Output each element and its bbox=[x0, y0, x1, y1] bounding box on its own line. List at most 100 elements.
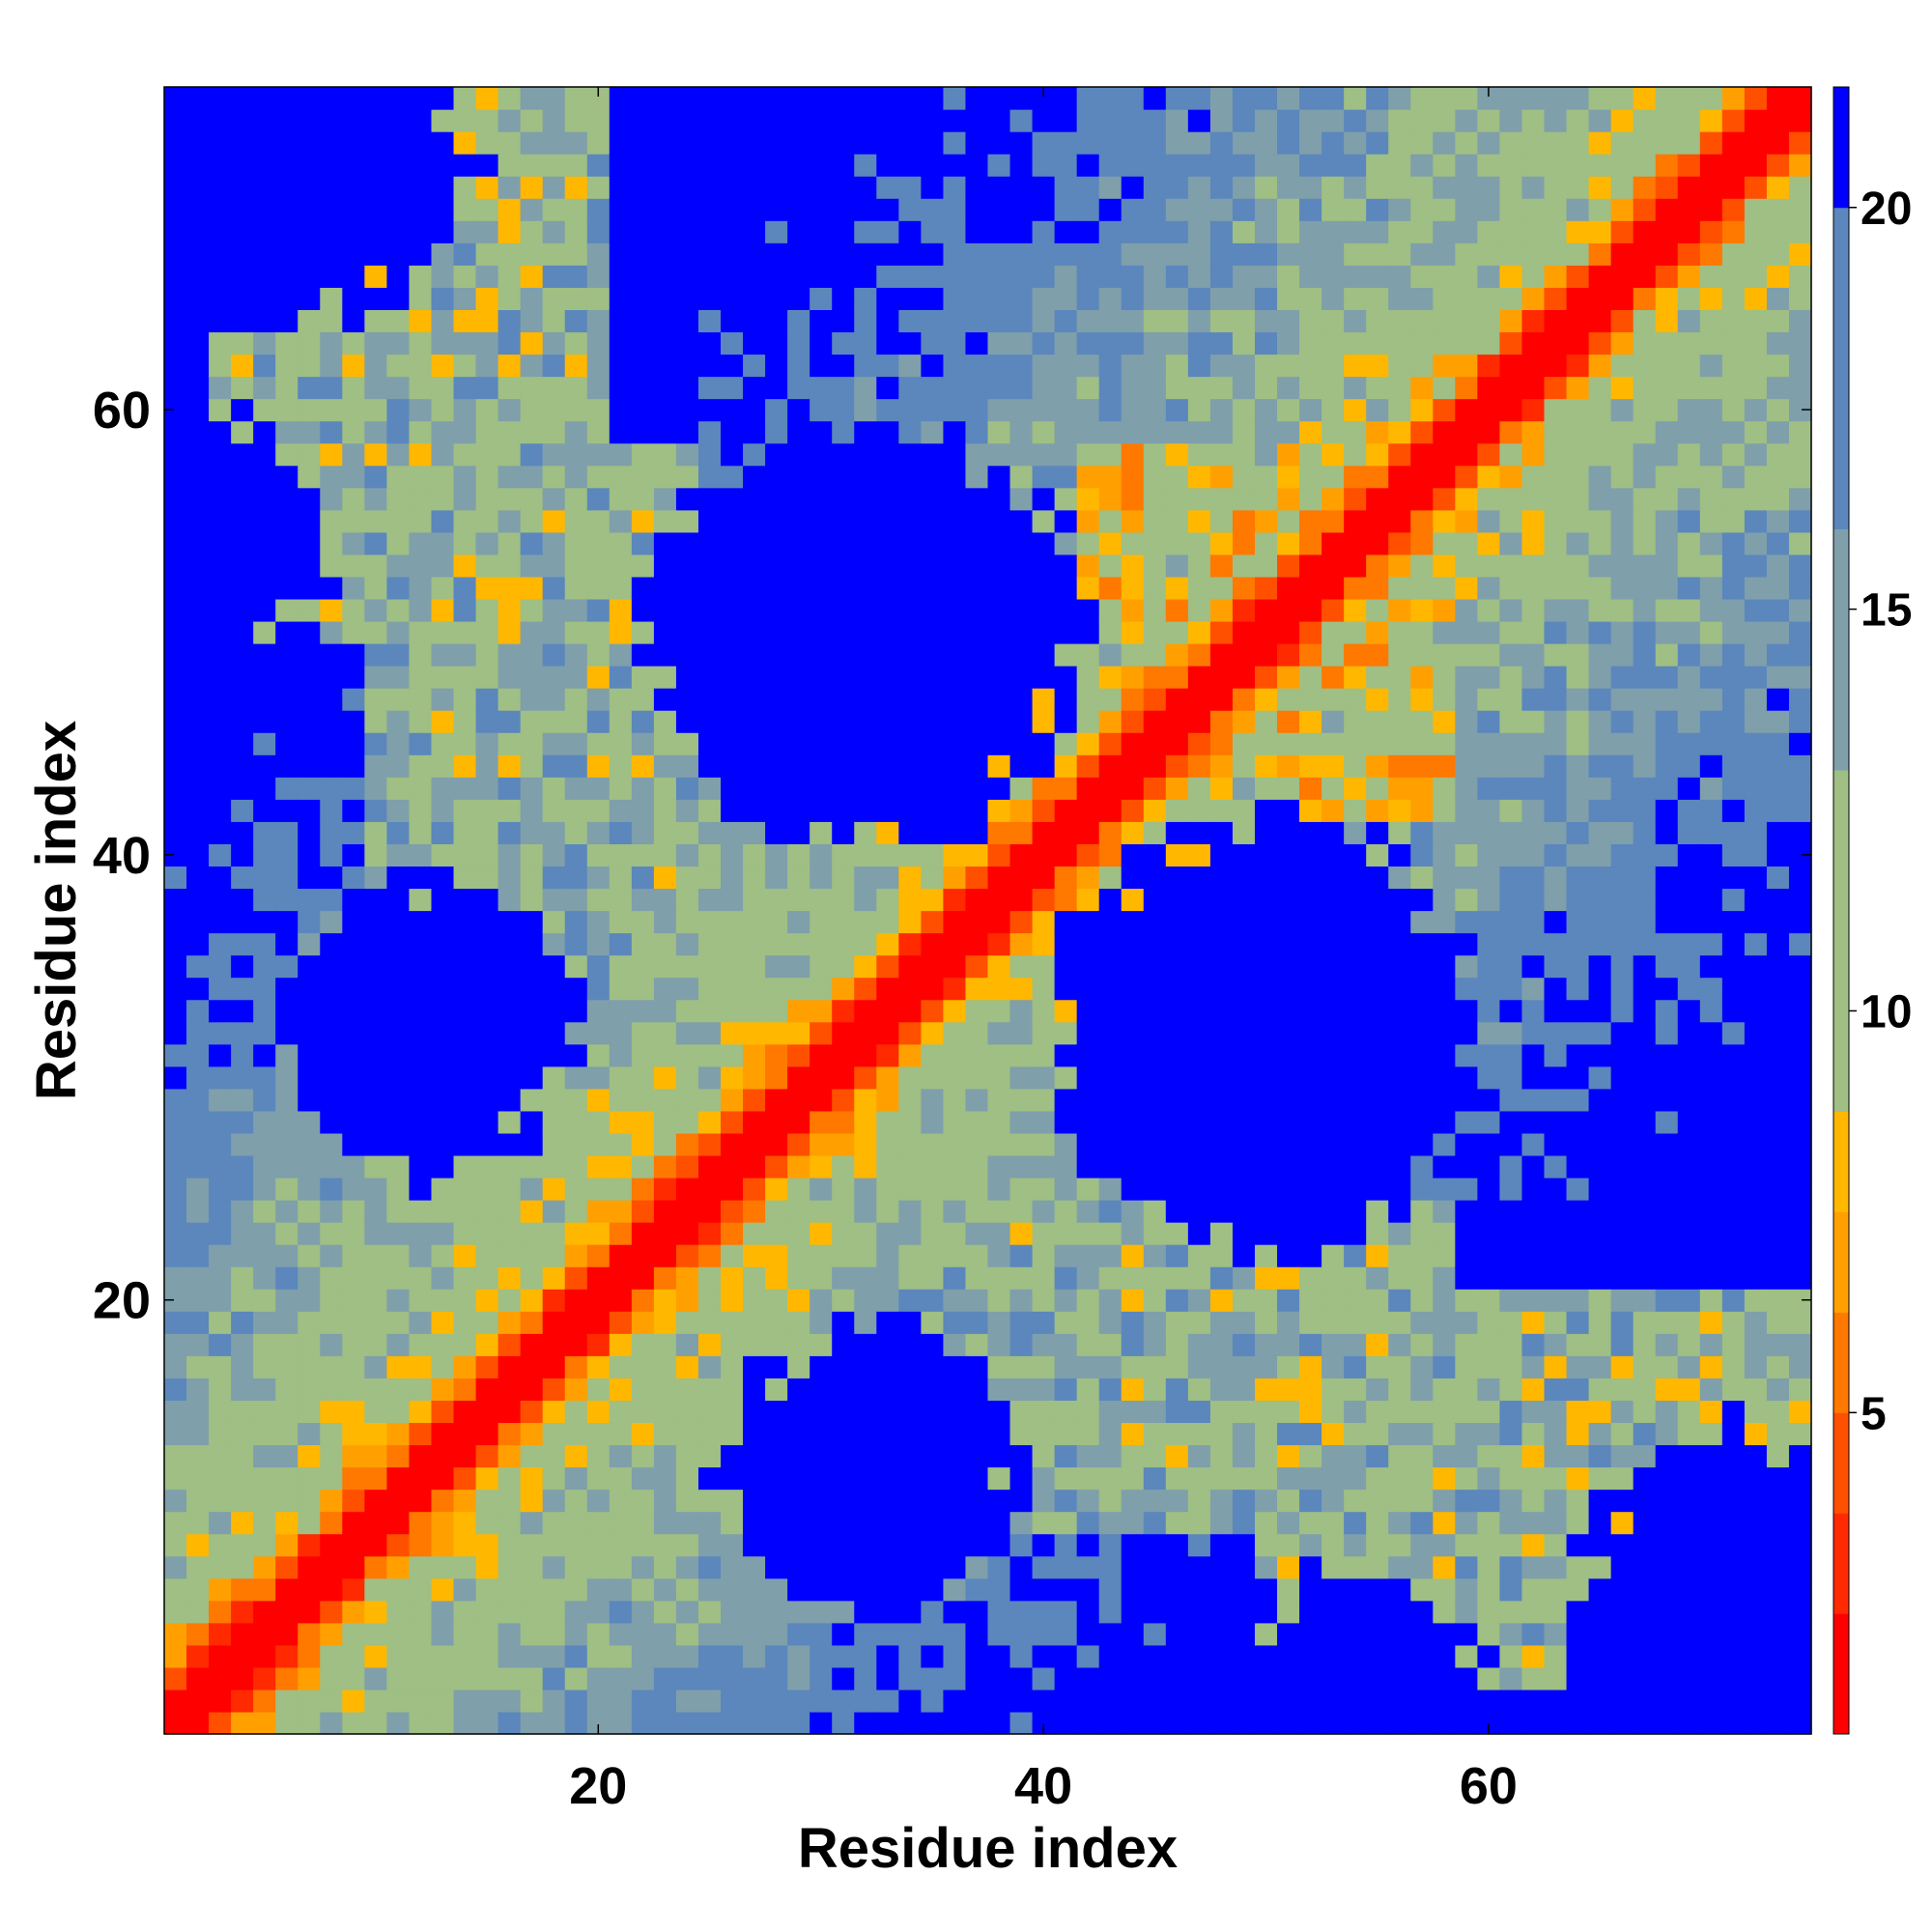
heatmap-cell bbox=[1410, 910, 1434, 934]
heatmap-cell bbox=[1121, 1644, 1145, 1668]
heatmap-cell bbox=[409, 1622, 433, 1646]
heatmap-cell bbox=[253, 1154, 276, 1179]
heatmap-cell bbox=[1433, 1043, 1456, 1067]
heatmap-cell bbox=[542, 131, 566, 155]
heatmap-cell bbox=[231, 1444, 254, 1468]
heatmap-cell bbox=[1254, 620, 1278, 644]
heatmap-cell bbox=[364, 1689, 387, 1713]
heatmap-cell bbox=[1098, 198, 1122, 221]
heatmap-cell bbox=[653, 688, 677, 711]
heatmap-cell bbox=[431, 154, 455, 177]
heatmap-cell bbox=[697, 1088, 722, 1112]
heatmap-cell bbox=[1299, 821, 1322, 844]
heatmap-cell bbox=[1544, 531, 1568, 555]
heatmap-cell bbox=[275, 176, 298, 199]
heatmap-cell bbox=[721, 888, 744, 912]
heatmap-cell bbox=[497, 999, 522, 1023]
heatmap-cell bbox=[520, 509, 544, 533]
heatmap-cell bbox=[1410, 131, 1434, 155]
heatmap-cell bbox=[275, 821, 298, 844]
heatmap-cell bbox=[1433, 287, 1456, 310]
heatmap-cell bbox=[253, 465, 276, 489]
heatmap-cell bbox=[1499, 131, 1523, 155]
heatmap-cell bbox=[1009, 131, 1034, 155]
heatmap-cell bbox=[965, 1400, 989, 1424]
heatmap-cell bbox=[1344, 354, 1367, 378]
heatmap-cell bbox=[231, 598, 254, 622]
heatmap-cell bbox=[1499, 688, 1523, 711]
heatmap-cell bbox=[765, 309, 788, 333]
heatmap-cell bbox=[1032, 87, 1056, 110]
heatmap-cell bbox=[186, 265, 210, 288]
heatmap-cell bbox=[854, 131, 877, 155]
heatmap-cell bbox=[431, 1266, 455, 1290]
heatmap-cell bbox=[164, 1400, 187, 1424]
heatmap-cell bbox=[1633, 688, 1657, 711]
heatmap-cell bbox=[1321, 1021, 1345, 1045]
heatmap-cell bbox=[342, 666, 365, 689]
heatmap-cell bbox=[1610, 1110, 1634, 1134]
heatmap-cell bbox=[675, 1311, 699, 1334]
heatmap-cell bbox=[653, 1132, 677, 1156]
heatmap-cell bbox=[1610, 1177, 1634, 1201]
heatmap-cell bbox=[1588, 109, 1612, 132]
heatmap-cell bbox=[209, 1200, 232, 1223]
heatmap-cell bbox=[1388, 1600, 1411, 1624]
heatmap-cell bbox=[1477, 821, 1501, 844]
heatmap-cell bbox=[1544, 1132, 1568, 1156]
heatmap-cell bbox=[364, 1711, 387, 1735]
heatmap-cell bbox=[1009, 1043, 1034, 1067]
heatmap-cell bbox=[320, 1489, 343, 1513]
heatmap-cell bbox=[1544, 1110, 1568, 1134]
heatmap-cell bbox=[1054, 1132, 1078, 1156]
heatmap-cell bbox=[1143, 265, 1167, 288]
heatmap-cell bbox=[1455, 154, 1478, 177]
heatmap-cell bbox=[186, 777, 210, 800]
heatmap-cell bbox=[164, 1043, 187, 1067]
heatmap-cell bbox=[186, 1466, 210, 1491]
heatmap-cell bbox=[386, 1466, 411, 1491]
heatmap-cell bbox=[1277, 1466, 1300, 1491]
heatmap-cell bbox=[1121, 398, 1145, 422]
heatmap-cell bbox=[987, 643, 1011, 667]
heatmap-cell bbox=[765, 465, 788, 489]
heatmap-cell bbox=[453, 420, 477, 444]
heatmap-cell bbox=[765, 999, 788, 1023]
heatmap-cell bbox=[697, 1311, 722, 1334]
heatmap-cell bbox=[1321, 198, 1345, 221]
heatmap-cell bbox=[1165, 1177, 1189, 1201]
heatmap-cell bbox=[1477, 1311, 1501, 1334]
heatmap-cell bbox=[898, 576, 922, 600]
heatmap-cell bbox=[1588, 554, 1612, 578]
heatmap-cell bbox=[1544, 309, 1568, 333]
heatmap-cell bbox=[697, 1444, 722, 1468]
heatmap-cell bbox=[1321, 1422, 1345, 1446]
heatmap-cell bbox=[987, 265, 1011, 288]
heatmap-cell bbox=[1321, 1644, 1345, 1668]
heatmap-cell bbox=[475, 1400, 499, 1424]
heatmap-cell bbox=[1254, 821, 1278, 844]
heatmap-cell bbox=[1143, 1555, 1167, 1579]
heatmap-cell bbox=[697, 1132, 722, 1156]
heatmap-cell bbox=[364, 354, 387, 378]
heatmap-cell bbox=[921, 354, 945, 378]
heatmap-cell bbox=[1477, 220, 1501, 243]
heatmap-cell bbox=[231, 531, 254, 555]
heatmap-cell bbox=[743, 1422, 766, 1446]
heatmap-cell bbox=[832, 1333, 855, 1356]
heatmap-cell bbox=[320, 1422, 343, 1446]
heatmap-cell bbox=[721, 198, 744, 221]
heatmap-cell bbox=[431, 799, 455, 822]
heatmap-cell bbox=[697, 1400, 722, 1424]
heatmap-cell bbox=[253, 1266, 276, 1290]
heatmap-cell bbox=[609, 309, 633, 333]
heatmap-cell bbox=[542, 1600, 566, 1624]
heatmap-cell bbox=[1032, 954, 1056, 979]
heatmap-cell bbox=[1610, 531, 1634, 555]
heatmap-cell bbox=[609, 666, 633, 689]
heatmap-cell bbox=[1121, 843, 1145, 867]
heatmap-cell bbox=[520, 1200, 544, 1223]
heatmap-cell bbox=[1366, 1489, 1389, 1513]
heatmap-cell bbox=[253, 1289, 276, 1312]
heatmap-cell bbox=[475, 821, 499, 844]
